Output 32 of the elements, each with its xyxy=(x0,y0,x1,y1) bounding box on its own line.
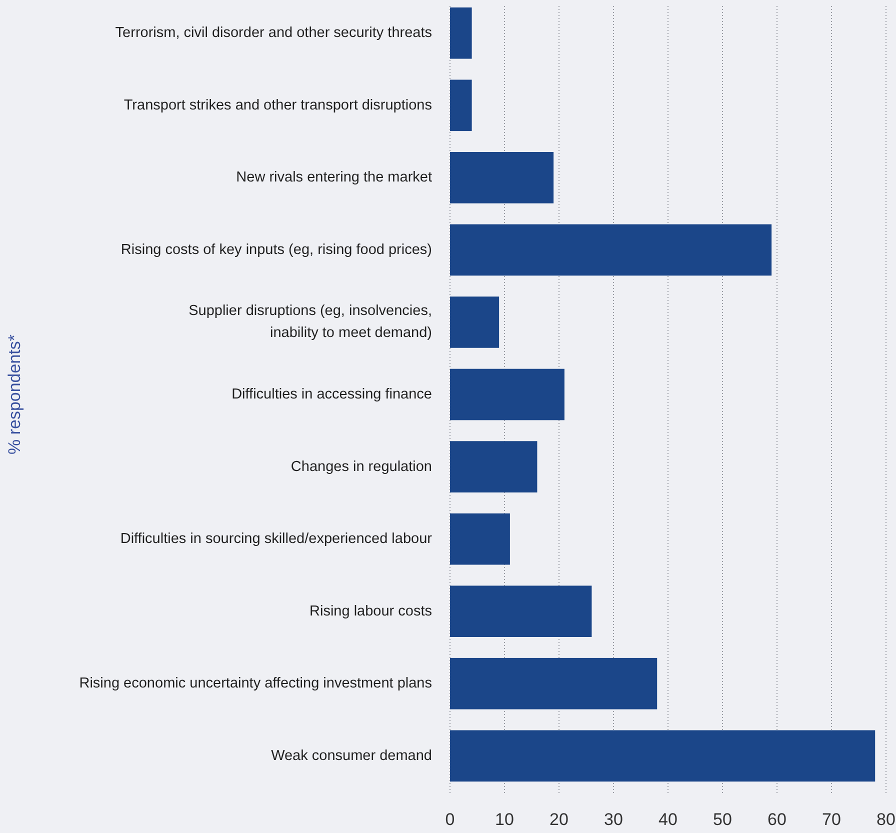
y-tick-label: New rivals entering the market xyxy=(236,170,432,186)
y-tick-label: Difficulties in sourcing skilled/experienced labour xyxy=(120,531,432,548)
x-tick-label: 10 xyxy=(495,810,514,829)
y-tick-label: Rising economic uncertainty affecting investment plans xyxy=(79,676,432,692)
bar xyxy=(450,152,554,204)
y-tick-label: Supplier disruptions (eg, insolvencies, inability to meet demand) xyxy=(188,303,432,342)
y-tick-label: Weak consumer demand xyxy=(271,748,432,764)
y-tick-label: Rising costs of key inputs (eg, rising food prices) xyxy=(120,242,432,258)
bar xyxy=(450,441,538,492)
bar xyxy=(450,730,876,782)
y-axis-title: % respondents* xyxy=(5,334,24,455)
x-tick-label: 70 xyxy=(822,810,841,829)
bar xyxy=(450,224,772,276)
x-tick-label: 80 xyxy=(876,810,896,829)
x-tick-label: 30 xyxy=(604,810,623,829)
y-tick-label: Difficulties in accessing finance xyxy=(232,386,432,402)
bar xyxy=(450,658,658,710)
bar xyxy=(450,586,592,637)
x-tick-label: 20 xyxy=(550,810,568,829)
x-tick-label: 40 xyxy=(658,810,678,829)
y-tick-label: Rising labour costs xyxy=(310,603,432,620)
x-tick-label: 50 xyxy=(713,810,732,829)
bar xyxy=(450,7,472,59)
bar xyxy=(450,296,500,348)
bar xyxy=(450,368,564,420)
x-tick-label: 60 xyxy=(768,810,786,829)
y-tick-label: Transport strikes and other transport disruptions xyxy=(124,97,432,114)
bar xyxy=(450,513,510,565)
bar xyxy=(450,80,472,132)
x-tick-label: 0 xyxy=(445,810,455,829)
y-tick-label: Terrorism, civil disorder and other security threats xyxy=(115,25,432,42)
y-tick-label: Changes in regulation xyxy=(290,458,432,475)
